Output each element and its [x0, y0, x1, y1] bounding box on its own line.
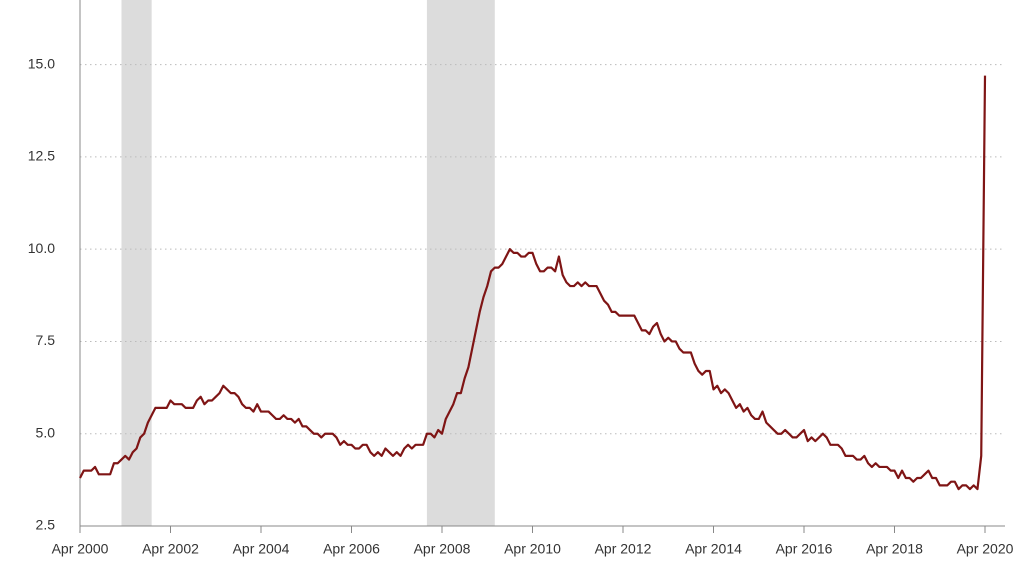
- x-tick-label: Apr 2010: [504, 541, 561, 557]
- x-tick-label: Apr 2016: [776, 541, 833, 557]
- x-tick-label: Apr 2012: [595, 541, 652, 557]
- x-tick-label: Apr 2006: [323, 541, 380, 557]
- x-tick-label: Apr 2002: [142, 541, 199, 557]
- x-tick-label: Apr 2014: [685, 541, 742, 557]
- y-tick-label: 2.5: [36, 517, 56, 533]
- y-tick-label: 7.5: [36, 332, 56, 348]
- x-tick-label: Apr 2018: [866, 541, 923, 557]
- recession-band: [121, 0, 152, 526]
- recession-band: [426, 0, 495, 526]
- x-tick-label: Apr 2000: [52, 541, 109, 557]
- y-tick-label: 5.0: [36, 424, 56, 440]
- x-tick-label: Apr 2008: [414, 541, 471, 557]
- data-line: [79, 75, 987, 491]
- x-tick-label: Apr 2020: [957, 541, 1014, 557]
- y-tick-label: 12.5: [28, 148, 55, 164]
- y-tick-label: 10.0: [28, 240, 55, 256]
- y-tick-label: 15.0: [28, 55, 55, 71]
- x-tick-label: Apr 2004: [233, 541, 290, 557]
